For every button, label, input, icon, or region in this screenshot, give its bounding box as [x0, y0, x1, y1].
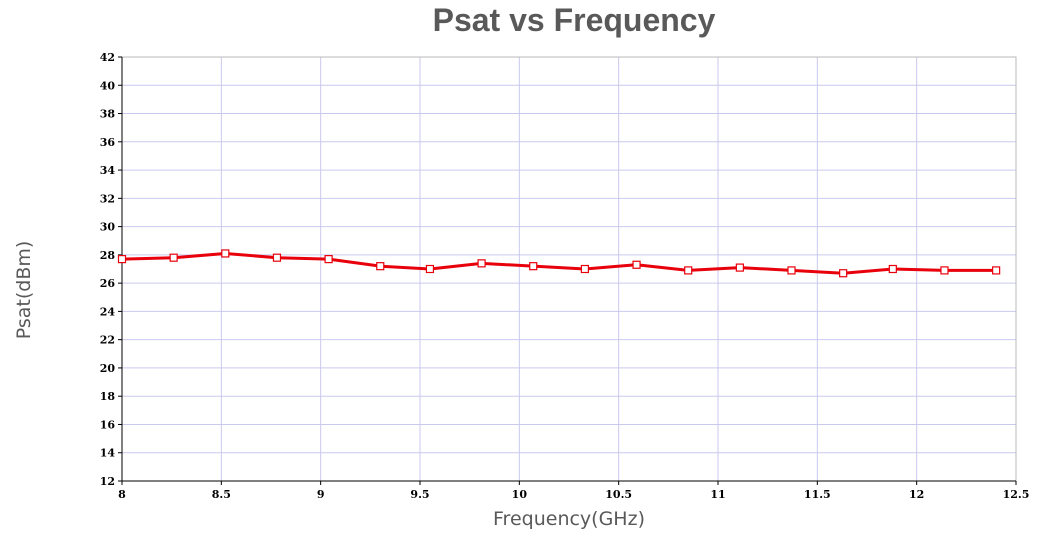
data-point-marker: [376, 262, 385, 271]
data-point-marker: [888, 264, 897, 274]
data-point-marker: [425, 264, 435, 274]
y-tick-label: 22: [100, 334, 115, 347]
data-point-marker: [787, 266, 796, 275]
series-line: [121, 251, 997, 275]
x-tick-label: 8.5: [212, 488, 231, 501]
y-tick-label: 12: [100, 475, 115, 488]
y-tick-label: 36: [100, 136, 116, 149]
data-point-marker: [169, 253, 178, 262]
y-tick-label: 16: [100, 418, 116, 431]
x-tick-label: 11.5: [804, 488, 831, 501]
x-tick-label: 10.5: [605, 488, 632, 501]
data-point-marker: [324, 255, 333, 264]
y-tick-label: 34: [100, 164, 116, 177]
x-tick-label: 9.5: [410, 488, 429, 501]
y-tick-label: 38: [100, 108, 116, 121]
y-tick-label: 30: [100, 221, 116, 234]
x-axis-label: Frequency(GHz): [493, 508, 645, 530]
y-tick-label: 20: [100, 362, 116, 375]
x-tick-label: 11: [710, 488, 725, 501]
data-point-marker: [735, 263, 744, 272]
y-tick-label: 42: [100, 51, 115, 64]
y-tick-label: 32: [100, 192, 115, 205]
data-point-marker: [221, 249, 230, 258]
x-tick-label: 12: [909, 488, 924, 501]
data-point-marker: [272, 253, 282, 262]
data-point-marker: [477, 259, 486, 268]
x-tick-label: 8: [118, 488, 126, 501]
data-point-marker: [839, 269, 848, 278]
data-point-marker: [580, 264, 589, 274]
data-point-marker: [992, 266, 1001, 275]
y-tick-label: 28: [100, 249, 116, 262]
data-point-marker: [684, 266, 693, 275]
y-tick-label: 14: [100, 447, 116, 460]
x-tick-label: 10: [512, 488, 528, 501]
data-point-marker: [940, 266, 949, 275]
y-tick-label: 18: [100, 390, 116, 403]
data-point-marker: [529, 262, 538, 271]
data-point-marker: [632, 260, 641, 269]
x-tick-label: 12.5: [1003, 488, 1030, 501]
data-point-marker: [117, 255, 127, 264]
y-tick-label: 26: [100, 277, 116, 290]
chart-title: Psat vs Frequency: [432, 2, 716, 38]
y-tick-label: 24: [100, 305, 116, 318]
x-tick-label: 9: [317, 488, 325, 501]
y-tick-label: 40: [100, 79, 116, 92]
